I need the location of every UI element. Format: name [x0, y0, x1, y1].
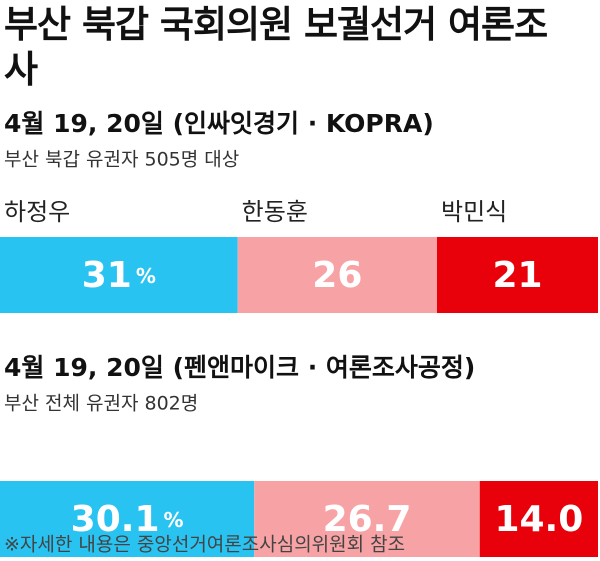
survey-heading: 4월 19, 20일 (펜앤마이크 · 여론조사공정): [4, 353, 475, 382]
bar-segment: [437, 237, 598, 313]
legend-label: 한동훈: [242, 198, 308, 226]
legend-label: 박민식: [441, 198, 507, 226]
survey-subtitle: 부산 북갑 유권자 505명 대상: [4, 149, 239, 171]
bar-segment: [479, 481, 598, 557]
value-label: 26: [312, 255, 362, 296]
value-label: 21: [492, 255, 542, 296]
bar-segment: [0, 237, 238, 313]
footnote: ※자세한 내용은 중앙선거여론조사심의위원회 참조: [4, 534, 405, 556]
value-label: 30.1%: [71, 499, 184, 540]
value-label: 26.7: [323, 499, 412, 540]
bar-segment: [237, 237, 437, 313]
bar-segment: [0, 481, 255, 557]
survey-subtitle: 부산 전체 유권자 802명: [4, 393, 198, 415]
value-label: 31%: [82, 255, 156, 296]
chart-title: 부산 북갑 국회의원 보궐선거 여론조사: [4, 3, 548, 91]
legend-label: 하정우: [4, 198, 70, 226]
value-label: 14.0: [494, 499, 583, 540]
bar-segment: [254, 481, 480, 557]
survey-heading: 4월 19, 20일 (인싸잇경기 · KOPRA): [4, 109, 434, 138]
